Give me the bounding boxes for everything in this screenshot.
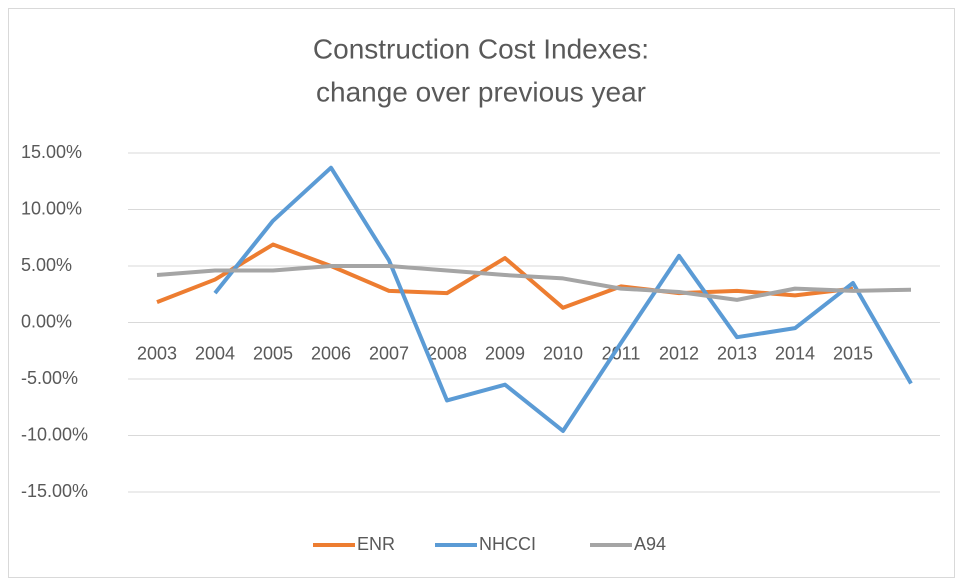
legend-label: A94: [634, 534, 666, 554]
x-tick-label: 2007: [369, 343, 409, 363]
x-tick-label: 2008: [427, 343, 467, 363]
y-tick-label: 10.00%: [21, 198, 82, 218]
y-tick-label: 15.00%: [21, 142, 82, 162]
y-tick-label: 5.00%: [21, 255, 72, 275]
series-line: [213, 165, 913, 433]
x-tick-label: 2009: [485, 343, 525, 363]
x-tick-label: 2012: [659, 343, 699, 363]
x-tick-label: 2014: [775, 343, 815, 363]
chart-title: change over previous year: [316, 76, 646, 107]
series-line: [156, 242, 854, 310]
x-tick-label: 2010: [543, 343, 583, 363]
y-tick-label: -15.00%: [21, 481, 88, 501]
series-line: [156, 264, 912, 302]
y-tick-label: -10.00%: [21, 424, 88, 444]
x-tick-label: 2004: [195, 343, 235, 363]
x-tick-label: 2003: [137, 343, 177, 363]
legend-label: ENR: [357, 534, 395, 554]
y-tick-label: -5.00%: [21, 368, 78, 388]
x-tick-label: 2013: [717, 343, 757, 363]
chart-title: Construction Cost Indexes:: [313, 33, 649, 64]
x-tick-label: 2015: [833, 343, 873, 363]
chart-frame: [8, 8, 955, 578]
x-tick-label: 2005: [253, 343, 293, 363]
x-tick-label: 2006: [311, 343, 351, 363]
y-tick-label: 0.00%: [21, 311, 72, 331]
legend-label: NHCCI: [479, 534, 536, 554]
